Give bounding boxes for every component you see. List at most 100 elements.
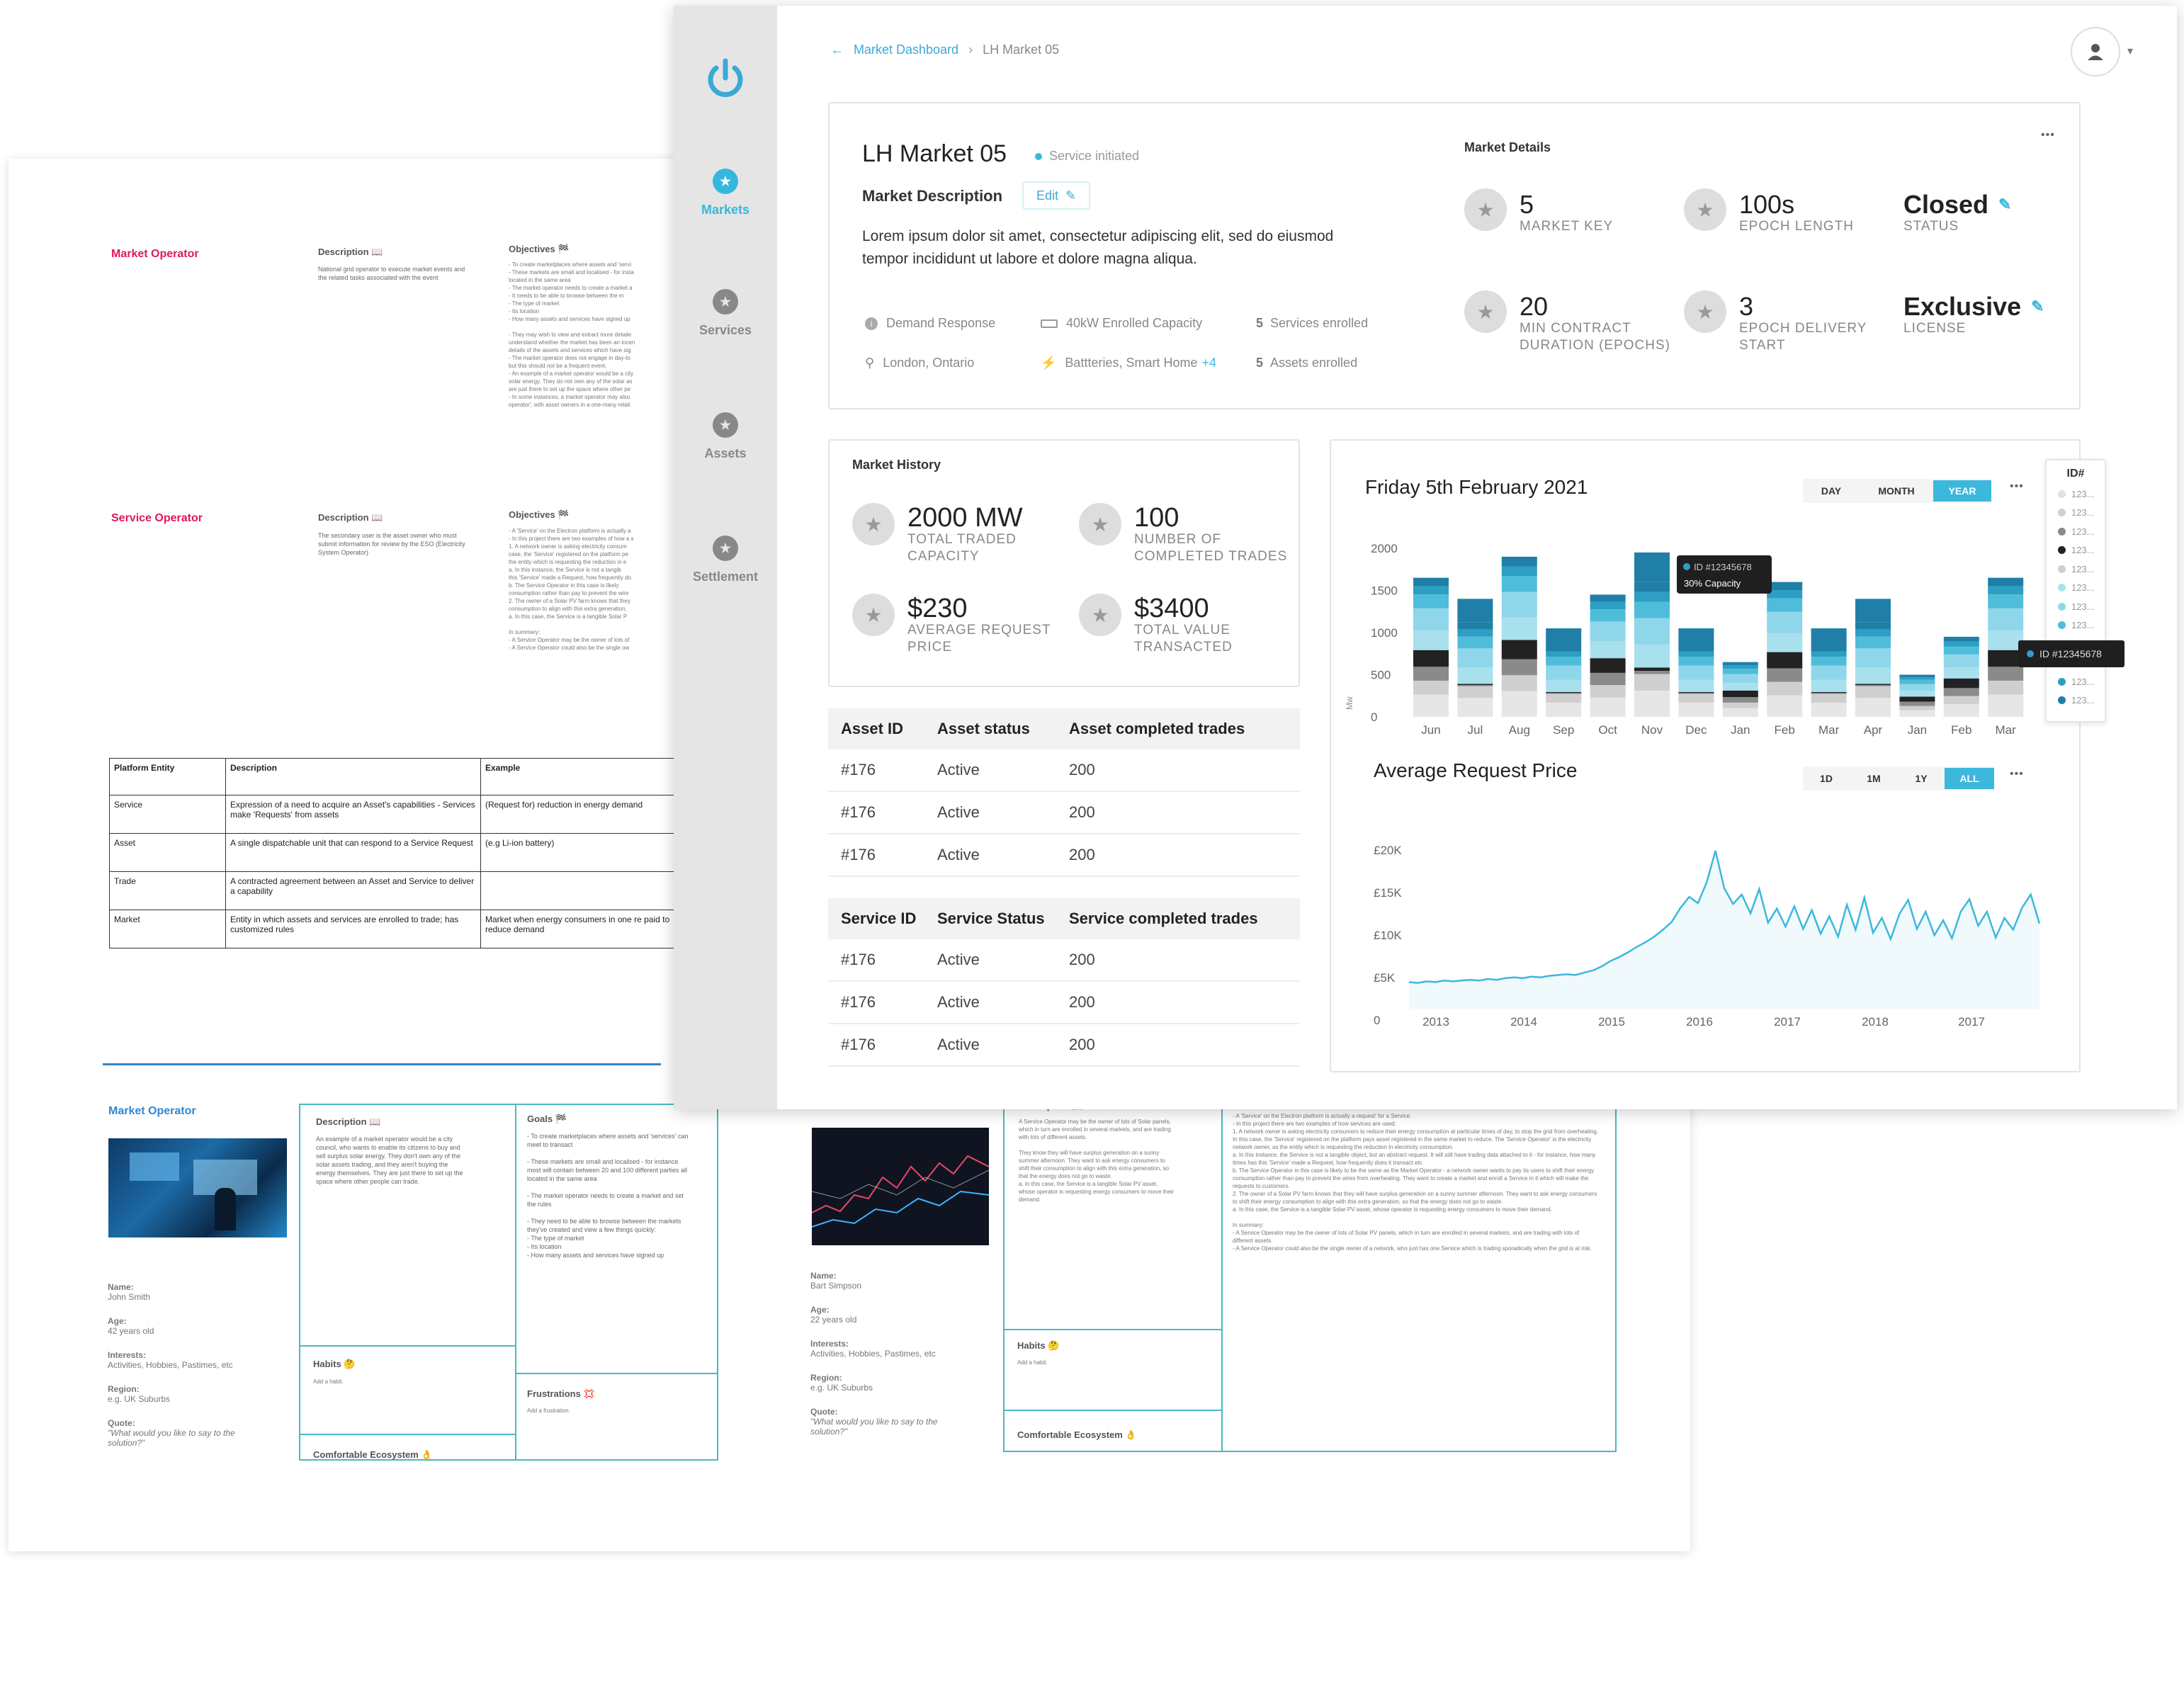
pencil-edit-icon[interactable]: ✎: [1998, 196, 2012, 213]
star-icon: ★: [1464, 188, 1507, 231]
tab-all[interactable]: ALL: [1945, 768, 1994, 789]
bar-segment: [1855, 648, 1891, 668]
tag-services-enrolled: 5 Services enrolled: [1256, 316, 1368, 331]
tab-year[interactable]: YEAR: [1933, 480, 1991, 502]
bar-segment: [1413, 586, 1449, 595]
bar-segment: [1413, 630, 1449, 650]
bar-segment: [1767, 633, 1803, 652]
history-item: ★ $3400 TOTAL VALUE TRANSACTED: [1079, 594, 1290, 656]
chevron-down-icon[interactable]: ▾: [2127, 45, 2134, 57]
edit-description-button[interactable]: Edit ✎: [1022, 181, 1090, 210]
breadcrumb: ← Market Dashboard › LH Market 05: [831, 43, 1059, 57]
period-tabs: 1D 1M 1Y ALL: [1803, 766, 1994, 791]
nav-item-markets[interactable]: ★ Markets: [674, 169, 777, 217]
legend-item[interactable]: 123...: [2058, 541, 2105, 560]
age-label: Age:: [810, 1305, 830, 1315]
legend-item[interactable]: 123...: [2058, 560, 2105, 579]
name-label: Name:: [810, 1271, 837, 1281]
detail-item: ★ 20 MIN CONTRACT DURATION (EPOCHS): [1464, 290, 1675, 354]
tab-1d[interactable]: 1D: [1820, 773, 1833, 784]
bar-segment: [1767, 590, 1803, 599]
bar-apr: [1855, 599, 1891, 717]
table-header-row: Service ID Service Status Service complete…: [828, 898, 1300, 939]
legend-item[interactable]: 123...: [2058, 522, 2105, 541]
legend-item[interactable]: 123...: [2058, 504, 2105, 523]
legend-item[interactable]: 123...: [2058, 485, 2105, 504]
table-cell: Market: [109, 910, 226, 948]
table-row[interactable]: #176 Active 200: [828, 1024, 1300, 1067]
market-title: LH Market 05: [862, 140, 1007, 167]
table-row[interactable]: #176 Active 200: [828, 749, 1300, 792]
bar-nov: [1634, 552, 1670, 717]
bar-segment: [1943, 696, 1979, 704]
region-value: e.g. UK Suburbs: [108, 1394, 171, 1404]
description-text: A Service Operator may be the owner of l…: [1019, 1118, 1175, 1203]
table-header: Service ID: [841, 910, 917, 927]
y-tick-label: 1000: [1371, 626, 1398, 640]
nav-item-label: Services: [698, 323, 752, 337]
legend-item[interactable]: 123...: [2058, 616, 2105, 635]
legend-item[interactable]: 123...: [2058, 672, 2105, 691]
bar-jan: [1899, 674, 1935, 717]
tab-1m[interactable]: 1M: [1867, 773, 1881, 784]
bar-segment: [1501, 556, 1537, 567]
bar-segment: [1811, 703, 1847, 717]
battery-icon: [1041, 319, 1058, 328]
more-asset-types-link[interactable]: +4: [1201, 356, 1217, 370]
history-label: TOTAL TRADED CAPACITY: [907, 532, 1017, 564]
legend-item[interactable]: 123...: [2058, 691, 2105, 710]
y-tick-label: £15K: [1374, 886, 1402, 900]
persona-objectives-heading: Objectives 🏁: [509, 244, 570, 254]
bar-segment: [1943, 688, 1979, 696]
table-row[interactable]: #176 Active 200: [828, 792, 1300, 834]
bar-oct: [1590, 594, 1626, 717]
tag-text: Demand Response: [886, 316, 996, 330]
sidebar: ★ Markets ★ Services ★ Assets ★ Settlement: [674, 6, 777, 1109]
bar-segment: [1722, 665, 1758, 669]
tab-1y[interactable]: 1Y: [1915, 773, 1928, 784]
nav-item-settlement[interactable]: ★ Settlement: [674, 536, 777, 584]
x-tick-label: Feb: [1775, 723, 1795, 737]
chart-more-options-icon[interactable]: •••: [2010, 768, 2024, 780]
table-row[interactable]: #176 Active 200: [828, 982, 1300, 1024]
tooltip-id: ID #12345678: [1694, 562, 1752, 572]
legend-item[interactable]: 123...: [2058, 597, 2105, 616]
table-cell: 200: [1069, 993, 1095, 1011]
nav-item-label: Markets: [701, 203, 750, 217]
table-row[interactable]: #176 Active 200: [828, 939, 1300, 982]
tab-month[interactable]: MONTH: [1878, 485, 1915, 497]
table-cell: Active: [937, 761, 980, 778]
bar-segment: [1811, 651, 1847, 657]
tab-day[interactable]: DAY: [1821, 485, 1842, 497]
breadcrumb-parent-link[interactable]: Market Dashboard: [854, 43, 959, 57]
bar-segment: [1457, 648, 1493, 668]
table-cell: Active: [937, 993, 980, 1011]
quote-value: "What would you like to say to the solut…: [810, 1417, 938, 1437]
persona-objectives-heading: Objectives 🏁: [509, 509, 570, 520]
back-arrow-icon[interactable]: ←: [831, 43, 844, 57]
bar-segment: [1855, 667, 1891, 684]
table-cell: Entity in which assets and services are …: [225, 910, 481, 948]
nav-item-label: Assets: [704, 446, 747, 460]
quote-label: Quote:: [108, 1418, 135, 1428]
nav-item-services[interactable]: ★ Services: [674, 289, 777, 338]
legend-item[interactable]: 123...: [2058, 579, 2105, 598]
more-options-icon[interactable]: •••: [2041, 129, 2055, 141]
star-icon: ★: [713, 412, 738, 438]
bar-segment: [1590, 621, 1626, 642]
bar-segment: [1811, 679, 1847, 693]
chart-more-options-icon[interactable]: •••: [2010, 480, 2024, 492]
description-heading: Description 📖: [316, 1116, 381, 1127]
pencil-edit-icon[interactable]: ✎: [2031, 298, 2044, 315]
power-logo-icon[interactable]: [703, 57, 747, 104]
id-legend-panel: ID# 123... 123... 123... 123... 123... 123...…: [2045, 459, 2106, 723]
bar-segment: [1634, 601, 1670, 618]
user-avatar-button[interactable]: [2071, 27, 2120, 77]
detail-item: ★ 3 EPOCH DELIVERY START: [1684, 290, 1895, 354]
nav-item-assets[interactable]: ★ Assets: [674, 412, 777, 461]
table-cell: Market when energy consumers in one re p…: [480, 910, 676, 948]
bar-segment: [1855, 599, 1891, 623]
table-row[interactable]: #176 Active 200: [828, 834, 1300, 877]
assets-table: Asset ID Asset status Asset completed trad…: [828, 708, 1300, 877]
bar-segment: [1811, 692, 1847, 693]
